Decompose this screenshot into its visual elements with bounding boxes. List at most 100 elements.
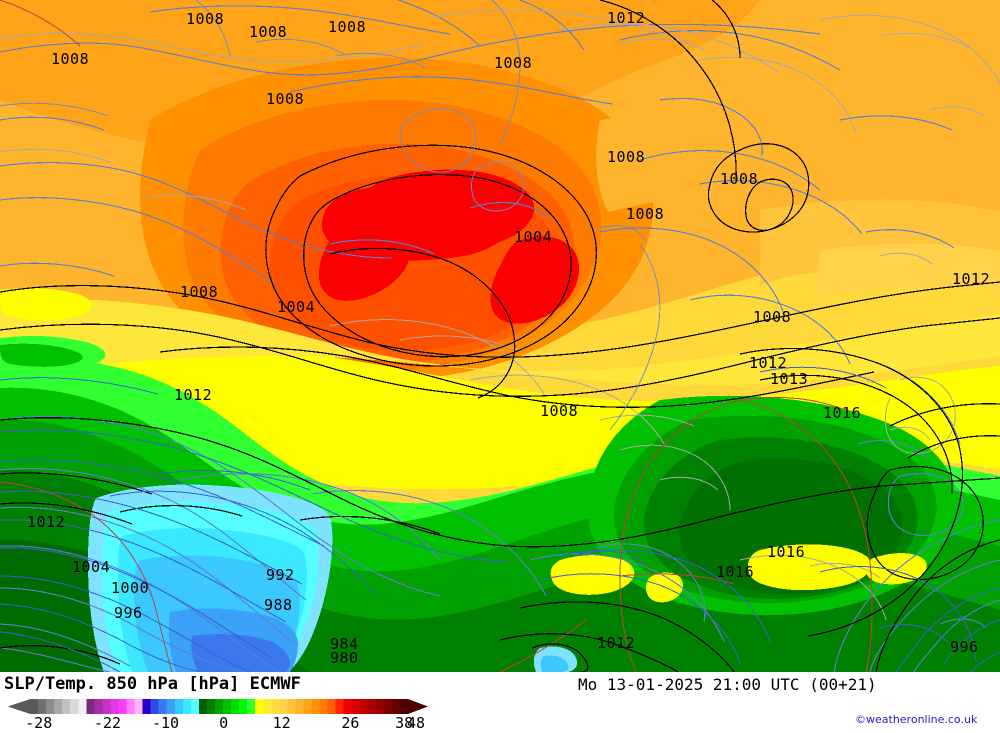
colorbar-swatch [182, 699, 192, 714]
colorbar-swatch [110, 699, 120, 714]
colorbar-swatch [303, 699, 313, 714]
colorbar-tick-label: 38 [395, 714, 414, 732]
isobar-label: 1008 [626, 205, 665, 223]
isobar-label: 1008 [180, 283, 219, 301]
colorbar-swatch [231, 699, 240, 714]
colorbar-tick-label: -10 [152, 714, 180, 732]
isobar-label: 996 [114, 604, 143, 622]
copyright-credit: ©weatheronline.co.uk [855, 713, 978, 726]
colorbar-swatch [62, 699, 71, 714]
colorbar-swatch [150, 699, 160, 714]
colorbar-tick-label: 12 [272, 714, 291, 732]
colorbar-swatch [343, 699, 353, 714]
isobar-label: 1016 [823, 404, 862, 422]
colorbar-swatch [263, 699, 272, 714]
colorbar-swatch [30, 699, 39, 714]
isobar-label: 984 [330, 635, 359, 653]
colorbar-right-arrow [408, 699, 428, 714]
isobar-label: 1008 [607, 148, 646, 166]
colorbar-swatch [54, 699, 63, 714]
river-layer [0, 0, 661, 431]
border-layer [0, 0, 873, 672]
isobar-label: 1008 [328, 18, 367, 36]
colorbar-swatch [166, 699, 176, 714]
colorbar-swatch [319, 699, 329, 714]
isobar-label: 1016 [716, 563, 755, 581]
colorbar-swatch [38, 699, 47, 714]
isobar-label: 1012 [27, 513, 66, 531]
colorbar-swatch [126, 699, 136, 714]
temperature-fill-layer [0, 0, 1000, 672]
isobar-label: 1008 [266, 90, 305, 108]
isobar-label: 1012 [597, 634, 636, 652]
isobar-label: 1004 [277, 298, 316, 316]
isobar-label: 1016 [767, 543, 806, 561]
isobar-minor-layer [0, 366, 1000, 672]
page-title: SLP/Temp. 850 hPa [hPa] ECMWF [4, 674, 301, 694]
isobar-label: 988 [264, 596, 293, 614]
isobar-label: 1004 [72, 558, 111, 576]
colorbar-swatch [327, 699, 337, 714]
colorbar-ticks: -28 -22 -10 0 12 26 38 48 [0, 714, 430, 733]
colorbar-swatch [335, 699, 345, 714]
colorbar-legend[interactable]: -28 -22 -10 0 12 26 38 48 [0, 698, 430, 733]
colorbar-swatch [391, 699, 401, 714]
colorbar-swatch [311, 699, 321, 714]
colorbar-swatch [295, 699, 305, 714]
colorbar-swatch [255, 699, 264, 714]
isobar-label: 1008 [249, 23, 288, 41]
colorbar-swatch [118, 699, 128, 714]
colorbar-left-arrow [8, 699, 30, 714]
colorbar-swatch [239, 699, 248, 714]
colorbar-swatch [359, 699, 369, 714]
colorbar-swatch [70, 699, 79, 714]
colorbar-swatch [206, 699, 216, 714]
isobar-label: 1008 [720, 170, 759, 188]
colorbar-swatch [223, 699, 232, 714]
colorbar-swatch [158, 699, 168, 714]
colorbar-swatch [399, 699, 409, 714]
isobar-layer [0, 0, 1000, 672]
isobar-label: 1008 [540, 402, 579, 420]
isobar-label: 1008 [186, 10, 225, 28]
colorbar-swatch [247, 699, 256, 714]
valid-time-stamp: Mo 13-01-2025 21:00 UTC (00+21) [578, 675, 877, 694]
coastline-layer [0, 0, 1000, 672]
colorbar-swatch [46, 699, 55, 714]
colorbar-swatch [102, 699, 112, 714]
colorbar-swatch [279, 699, 288, 714]
isobar-label: 980 [330, 649, 359, 667]
colorbar-swatch [271, 699, 280, 714]
colorbar-swatch [174, 699, 184, 714]
isobar-label: 1012 [174, 386, 213, 404]
ecmwf-slp-temp850-map[interactable]: 1008 1008 1008 1012 1008 1008 1008 1008 … [0, 0, 1000, 672]
colorbar-swatch [383, 699, 393, 714]
colorbar-swatch [214, 699, 224, 714]
colorbar-swatch [78, 699, 87, 714]
colorbar-swatch [142, 699, 152, 714]
colorbar-swatch [287, 699, 296, 714]
isobar-label: 1000 [111, 579, 150, 597]
isobar-label: 992 [266, 566, 295, 584]
colorbar-swatch [134, 699, 144, 714]
isobar-label: 1004 [514, 228, 553, 246]
isobar-label: 1013 [770, 370, 809, 388]
colorbar-tick-label: 0 [219, 714, 229, 732]
colorbar-swatch [190, 699, 200, 714]
colorbar-swatch [86, 699, 95, 714]
map-canvas [0, 0, 1000, 672]
isobar-label: 1008 [51, 50, 90, 68]
isobar-label: 1008 [494, 54, 533, 72]
colorbar-tick-label: -22 [93, 714, 122, 732]
isobar-label: 1012 [607, 9, 646, 27]
colorbar-swatch [94, 699, 103, 714]
colorbar-tick-label: 48 [406, 714, 426, 732]
colorbar-tick-label: 26 [341, 714, 360, 732]
colorbar-swatch [351, 699, 361, 714]
map-footer: SLP/Temp. 850 hPa [hPa] ECMWF Mo 13-01-2… [0, 672, 1000, 733]
colorbar-swatches [8, 699, 428, 714]
isobar-label: 1012 [749, 354, 788, 372]
isobar-label: 996 [950, 638, 979, 656]
colorbar-swatch [198, 699, 208, 714]
